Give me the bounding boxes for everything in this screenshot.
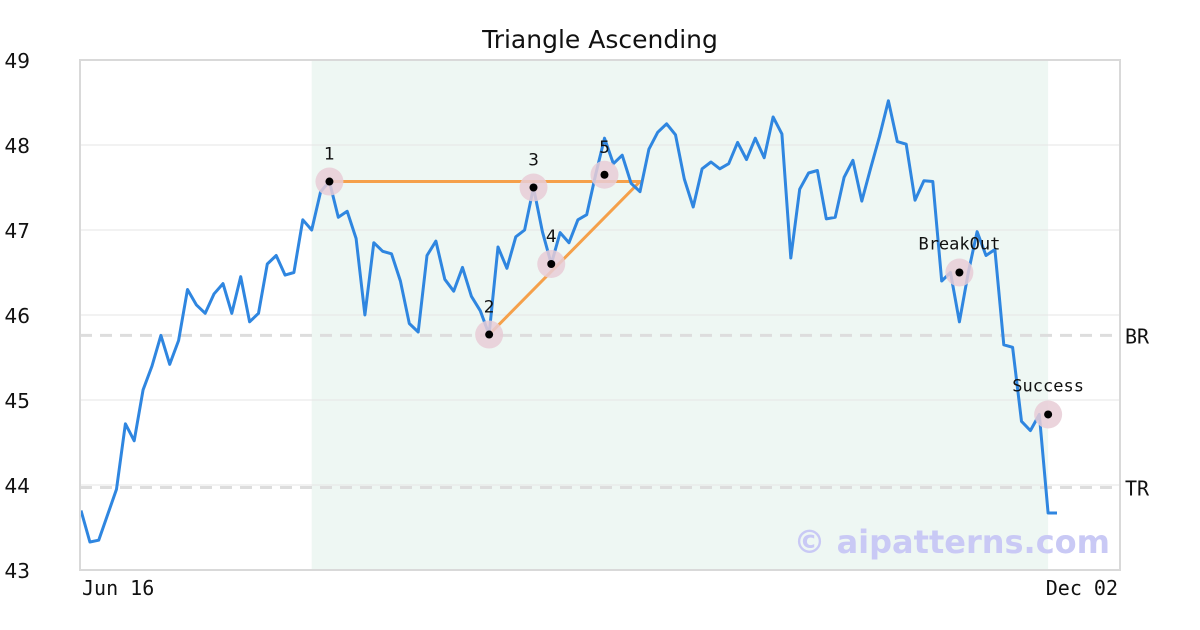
pattern-point-2 — [485, 330, 494, 339]
chart-title: Triangle Ascending — [481, 25, 718, 54]
pattern-point-1 — [325, 177, 334, 186]
level-lines: BR TR — [80, 324, 1150, 501]
annotation-point — [955, 268, 964, 277]
pattern-point-label: 5 — [599, 138, 610, 158]
y-tick-label: 48 — [5, 134, 30, 158]
series-line — [79, 99, 1057, 544]
pattern-markers: 1 2 3 4 5 BreakOut Success — [315, 138, 1084, 429]
y-tick-label: 49 — [5, 49, 30, 73]
pattern-point-label: 1 — [324, 145, 335, 165]
y-tick-label: 46 — [5, 304, 30, 328]
x-axis: Jun 16 Dec 02 — [82, 576, 1118, 600]
annotation-point — [1044, 410, 1053, 419]
pattern-point-3 — [529, 183, 538, 192]
x-tick-label: Jun 16 — [82, 576, 154, 600]
x-tick-label: Dec 02 — [1046, 576, 1118, 600]
level-label-br: BR — [1125, 324, 1150, 348]
pattern-line — [487, 180, 642, 337]
gridlines — [80, 144, 1120, 486]
pattern-lines — [327, 180, 642, 337]
annotation-label: Success — [1012, 376, 1084, 396]
y-tick-label: 45 — [5, 389, 30, 413]
pattern-point-4 — [547, 260, 556, 268]
y-axis: 43 44 45 46 47 48 49 — [5, 49, 30, 583]
y-tick-label: 47 — [5, 219, 30, 243]
pattern-point-label: 3 — [528, 151, 539, 171]
plot-frame — [79, 59, 1121, 571]
y-tick-label: 44 — [5, 474, 30, 498]
level-label-tr: TR — [1125, 477, 1150, 501]
pattern-point-label: 2 — [484, 298, 495, 318]
watermark: © aipatterns.com — [793, 523, 1110, 561]
pattern-point-label: 4 — [546, 227, 557, 247]
price-series — [79, 99, 1057, 544]
annotation-label: BreakOut — [918, 235, 1000, 255]
pattern-point-5 — [600, 170, 609, 179]
y-tick-label: 43 — [5, 559, 30, 583]
